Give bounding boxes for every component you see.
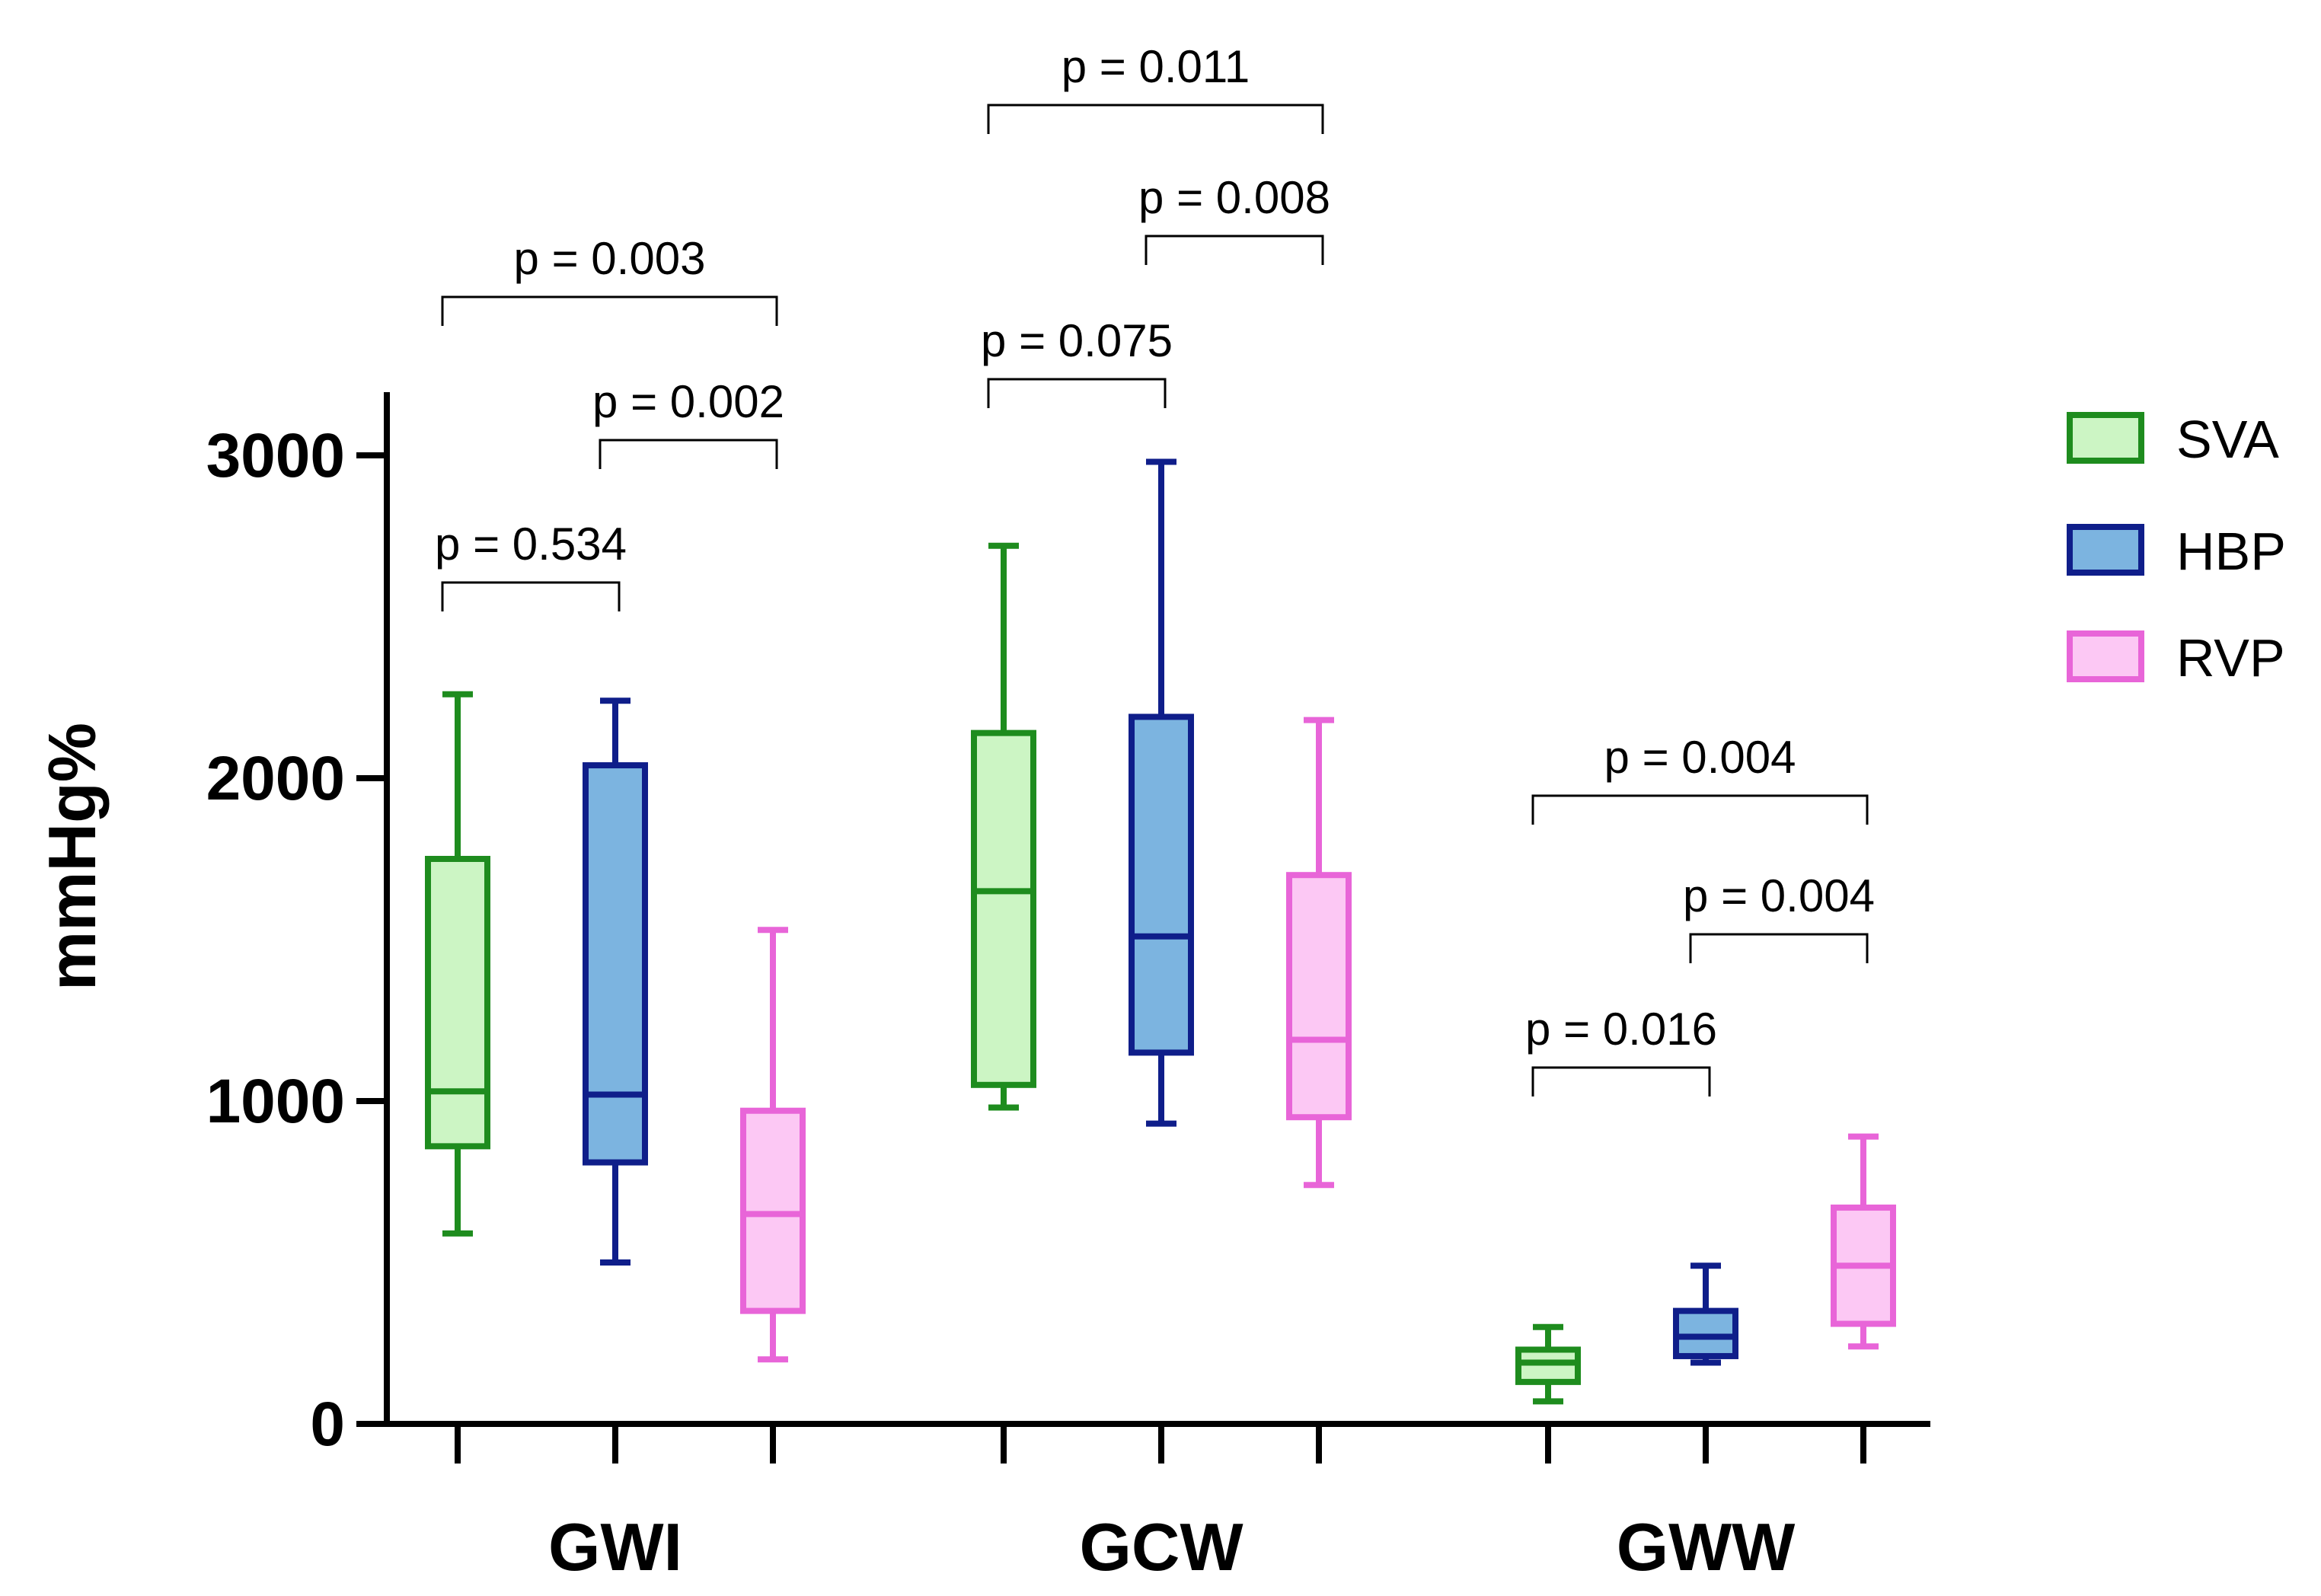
- significance-bracket: [1531, 794, 1869, 825]
- p-value-label: p = 0.002: [592, 376, 784, 427]
- y-tick-label: 2000: [206, 744, 345, 813]
- box-rvp-gcw: [1286, 872, 1352, 1121]
- box-hbp-gcw: [1129, 713, 1194, 1056]
- p-value-label: p = 0.534: [435, 519, 627, 570]
- significance-bracket: [599, 439, 778, 469]
- legend-swatch-hbp: [2067, 524, 2144, 576]
- significance-bracket: [1531, 1066, 1711, 1096]
- x-category-label: GWI: [548, 1509, 682, 1585]
- box-hbp-gwi: [583, 762, 648, 1166]
- p-value-label: p = 0.003: [514, 233, 706, 284]
- y-tick-label: 3000: [206, 421, 345, 490]
- p-value-label: p = 0.004: [1604, 732, 1796, 783]
- legend-label-sva: SVA: [2176, 410, 2279, 469]
- x-category-label: GWW: [1617, 1509, 1796, 1585]
- significance-bracket: [441, 581, 621, 611]
- p-value-label: p = 0.075: [981, 315, 1173, 366]
- p-value-label: p = 0.016: [1525, 1004, 1717, 1055]
- legend-swatch-rvp: [2067, 630, 2144, 682]
- legend-swatch-sva: [2067, 412, 2144, 464]
- x-category-label: GCW: [1079, 1509, 1243, 1585]
- p-value-label: p = 0.008: [1138, 172, 1330, 223]
- y-axis-label: mmHg%: [34, 723, 110, 991]
- box-sva-gww: [1515, 1346, 1581, 1385]
- significance-bracket: [441, 295, 778, 326]
- box-rvp-gwi: [740, 1107, 806, 1314]
- box-sva-gcw: [971, 729, 1036, 1088]
- significance-bracket: [1689, 933, 1869, 963]
- y-tick-label: 0: [310, 1390, 345, 1459]
- p-value-label: p = 0.004: [1683, 870, 1875, 921]
- box-hbp-gww: [1673, 1307, 1738, 1359]
- y-tick-label: 1000: [206, 1067, 345, 1136]
- box-sva-gwi: [425, 856, 490, 1150]
- p-value-label: p = 0.011: [1062, 41, 1250, 92]
- significance-bracket: [1145, 235, 1324, 265]
- legend-label-hbp: HBP: [2176, 522, 2286, 581]
- significance-bracket: [987, 104, 1324, 134]
- legend-label-rvp: RVP: [2176, 628, 2285, 688]
- significance-bracket: [987, 378, 1167, 408]
